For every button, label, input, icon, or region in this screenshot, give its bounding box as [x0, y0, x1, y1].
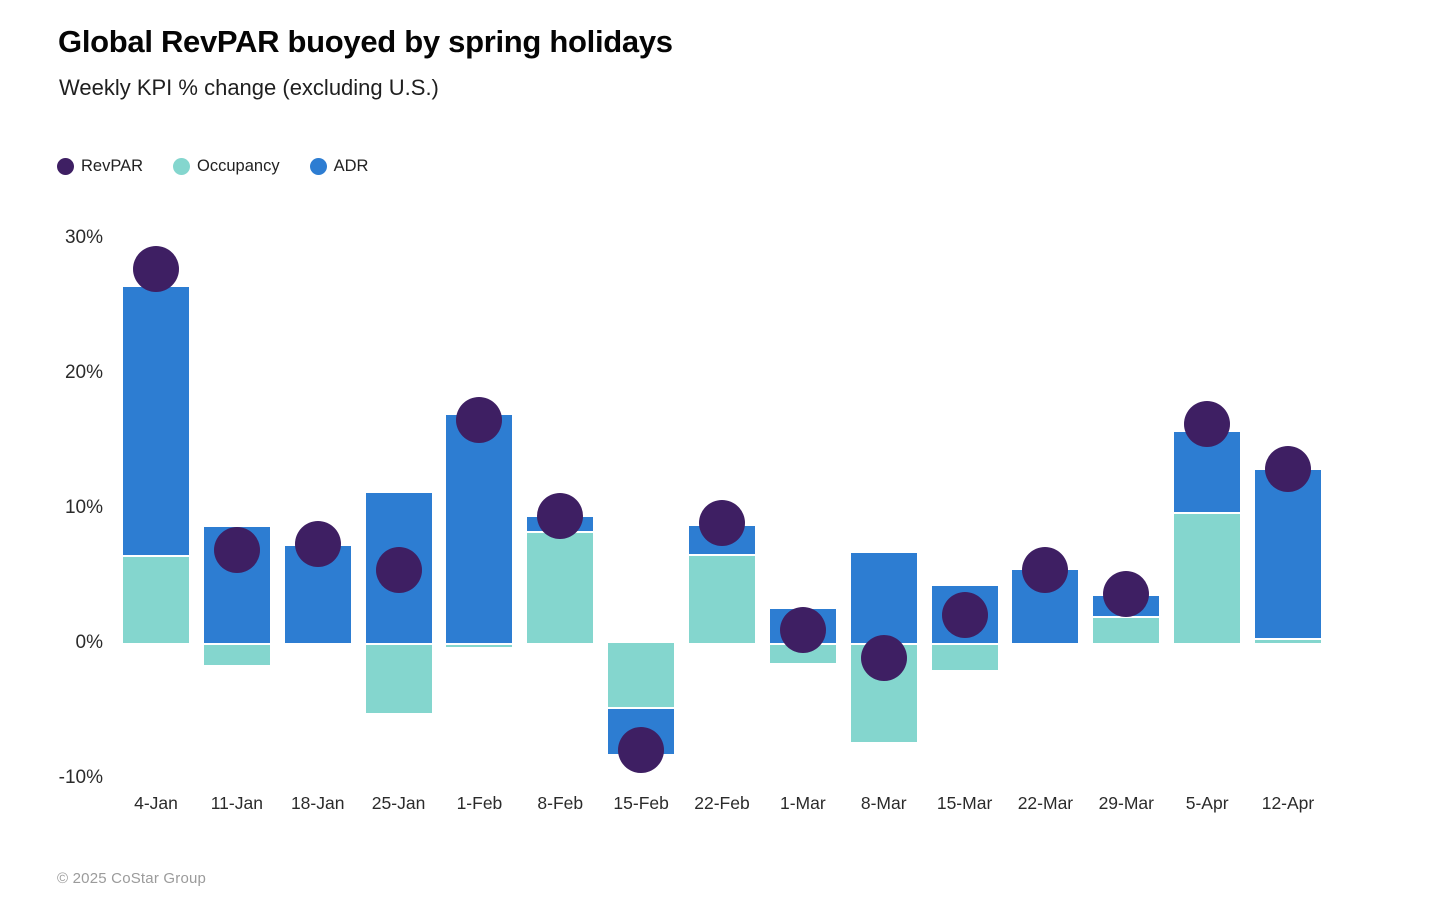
x-axis-label: 15-Feb: [613, 793, 669, 813]
legend-label: ADR: [333, 157, 369, 175]
revpar-dot-5-Apr: [1184, 401, 1231, 448]
x-axis-label: 5-Apr: [1185, 793, 1229, 813]
bar-segment-adr-8-Mar: [848, 550, 919, 645]
x-axis-label: 12-Apr: [1261, 793, 1315, 813]
x-axis-label: 25-Jan: [371, 793, 426, 813]
x-axis-label: 1-Feb: [456, 793, 503, 813]
bar-segment-occupancy-22-Feb: [686, 551, 757, 645]
bar-segment-adr-12-Apr: [1252, 468, 1323, 640]
revpar-dot-15-Feb: [618, 726, 665, 773]
revpar-dot-25-Jan: [375, 547, 422, 594]
bar-segment-occupancy-15-Mar: [929, 641, 1000, 672]
revpar-dot-15-Mar: [941, 591, 988, 638]
chart-subtitle: Weekly KPI % change (excluding U.S.): [59, 75, 439, 100]
revpar-dot-22-Mar: [1022, 547, 1069, 594]
bar-segment-occupancy-11-Jan: [201, 641, 272, 667]
revpar-dot-11-Jan: [213, 526, 260, 573]
x-axis-label: 8-Feb: [537, 793, 584, 813]
bar-segment-occupancy-8-Feb: [525, 528, 596, 645]
bar-segment-occupancy-4-Jan: [121, 553, 191, 645]
revpar-dot-22-Feb: [698, 499, 745, 546]
copyright-notice: © 2025 CoStar Group: [57, 870, 207, 887]
legend-dot-icon: [57, 158, 74, 175]
x-axis-label: 11-Jan: [210, 793, 263, 813]
bar-segment-adr-4-Jan: [121, 284, 191, 558]
bar-segment-occupancy-12-Apr: [1252, 635, 1323, 646]
y-axis-label: 20%: [64, 362, 103, 383]
bar-segment-occupancy-1-Feb: [444, 640, 515, 650]
bar-segment-adr-1-Feb: [444, 412, 515, 645]
revpar-dot-8-Mar: [860, 634, 907, 681]
x-axis-label: 29-Mar: [1098, 793, 1154, 813]
x-axis-label: 1-Mar: [779, 793, 826, 813]
revpar-dot-18-Jan: [294, 521, 341, 568]
x-axis-label: 4-Jan: [134, 793, 178, 813]
x-axis-label: 18-Jan: [290, 793, 345, 813]
y-axis-label: 10%: [64, 497, 103, 518]
y-axis-label: -10%: [58, 767, 103, 788]
x-axis-label: 22-Mar: [1017, 793, 1074, 813]
revpar-dot-4-Jan: [133, 246, 179, 293]
bar-segment-occupancy-15-Feb: [606, 640, 677, 712]
y-axis-label: 0%: [75, 632, 103, 653]
legend-label: Occupancy: [197, 157, 280, 175]
revpar-dot-1-Feb: [456, 397, 503, 444]
x-axis-label: 8-Mar: [860, 793, 907, 813]
revpar-dot-12-Apr: [1264, 445, 1311, 492]
legend-item-occupancy: Occupancy: [173, 157, 280, 176]
revpar-dot-8-Feb: [537, 493, 584, 540]
bar-segment-occupancy-25-Jan: [363, 640, 434, 716]
legend-item-revpar: RevPAR: [57, 157, 143, 176]
revpar-dot-1-Mar: [779, 606, 826, 653]
legend: RevPAR Occupancy ADR: [57, 157, 368, 176]
legend-label: RevPAR: [81, 157, 144, 175]
x-axis-label: 15-Mar: [936, 793, 993, 813]
legend-dot-icon: [309, 158, 327, 175]
x-axis-label: 22-Feb: [694, 793, 750, 813]
legend-dot-icon: [173, 158, 191, 175]
revpar-dot-29-Mar: [1103, 571, 1150, 618]
chart-title: Global RevPAR buoyed by spring holidays: [58, 24, 673, 59]
bar-segment-occupancy-5-Apr: [1172, 510, 1243, 645]
bar-segment-occupancy-29-Mar: [1091, 614, 1162, 645]
y-axis-label: 30%: [64, 227, 103, 248]
bar-segment-occupancy-1-Mar: [767, 640, 838, 666]
legend-item-adr: ADR: [309, 157, 369, 176]
